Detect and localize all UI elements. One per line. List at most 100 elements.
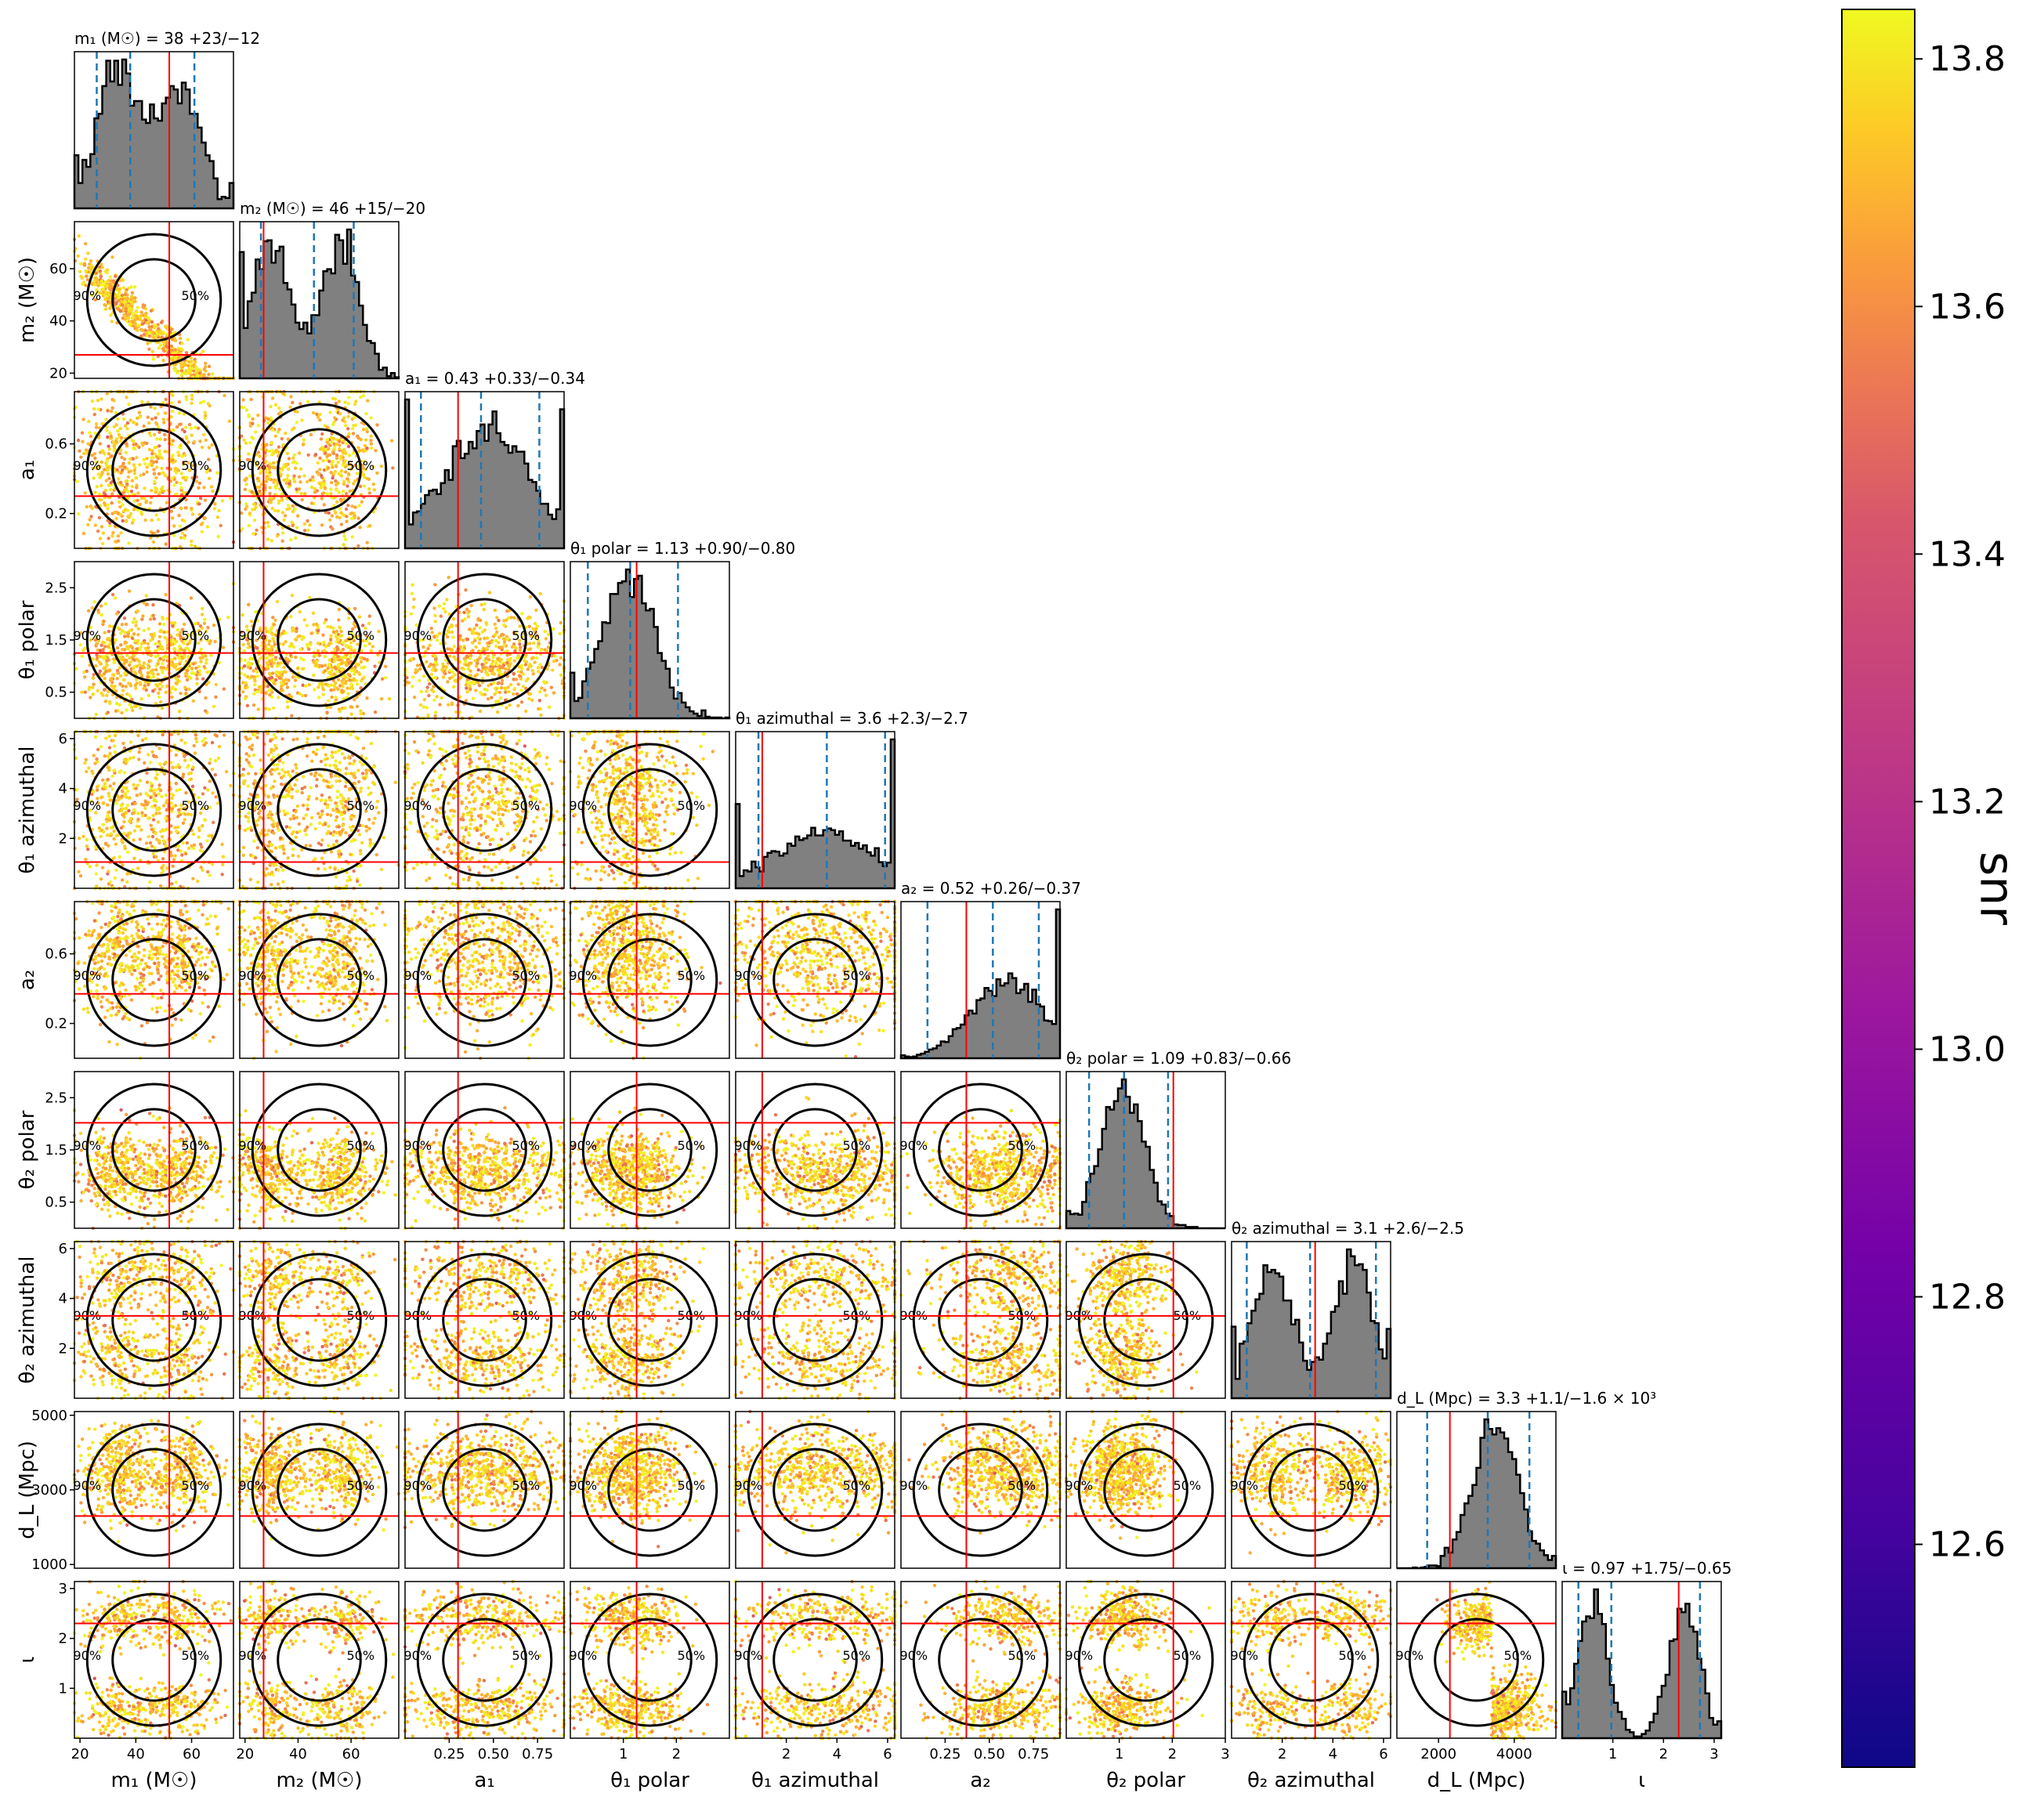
sample-point — [295, 461, 298, 465]
sample-point — [466, 615, 471, 619]
sample-point — [105, 833, 110, 837]
sample-point — [247, 602, 251, 607]
sample-point — [95, 863, 99, 867]
sample-point — [266, 421, 270, 425]
sample-point — [108, 668, 112, 672]
sample-point — [183, 454, 187, 457]
sample-point — [507, 689, 511, 694]
sample-point — [153, 452, 157, 456]
sample-point — [91, 685, 95, 689]
sample-point — [248, 474, 252, 478]
sample-point — [98, 269, 103, 273]
sample-point — [463, 660, 468, 663]
sample-point — [343, 420, 347, 424]
sample-point — [359, 660, 364, 663]
sample-point — [337, 399, 341, 403]
sample-point — [496, 710, 500, 714]
sample-point — [201, 868, 204, 873]
sample-point — [143, 806, 147, 811]
sample-point — [533, 660, 537, 664]
sample-point — [128, 418, 132, 422]
sample-point — [319, 437, 324, 441]
sample-point — [526, 615, 531, 619]
sample-point — [440, 667, 444, 671]
sample-point — [213, 502, 217, 506]
sample-point — [195, 677, 199, 681]
sample-point — [327, 699, 331, 703]
sample-point — [146, 675, 150, 679]
sample-point — [110, 454, 114, 458]
sample-point — [86, 442, 90, 446]
sample-point — [118, 500, 121, 504]
sample-point — [145, 780, 150, 784]
sample-point — [114, 842, 118, 846]
sample-point — [204, 414, 208, 418]
sample-point — [175, 667, 179, 671]
sample-point — [130, 479, 134, 483]
sample-point — [106, 777, 110, 782]
sample-point — [190, 433, 194, 437]
sample-point — [200, 613, 204, 616]
sample-point — [139, 310, 143, 314]
sample-point — [157, 659, 161, 663]
sample-point — [144, 841, 149, 845]
sample-point — [391, 466, 395, 470]
sample-point — [107, 537, 110, 540]
sample-point — [108, 275, 113, 279]
sample-point — [87, 766, 91, 770]
sample-point — [150, 827, 154, 832]
sample-point — [143, 684, 147, 688]
sample-point — [240, 434, 244, 438]
sample-point — [273, 434, 277, 438]
sample-point — [318, 664, 322, 668]
sample-point — [266, 667, 270, 671]
sample-point — [163, 635, 167, 640]
sample-point — [369, 649, 373, 653]
sample-point — [164, 761, 168, 765]
sample-point — [292, 685, 297, 689]
sample-point — [220, 499, 225, 503]
sample-point — [286, 705, 290, 709]
contour-label-90: 90% — [73, 458, 101, 473]
sample-point — [330, 695, 334, 700]
sample-point — [171, 638, 175, 642]
sample-point — [351, 432, 356, 436]
sample-point — [118, 513, 123, 517]
sample-point — [138, 317, 142, 322]
sample-point — [284, 462, 288, 467]
sample-point — [154, 422, 159, 426]
sample-point — [513, 649, 517, 653]
sample-point — [327, 642, 331, 645]
sample-point — [121, 303, 125, 307]
sample-point — [164, 593, 168, 597]
sample-point — [349, 682, 353, 686]
sample-point — [142, 472, 146, 476]
sample-point — [162, 622, 166, 627]
sample-point — [350, 427, 355, 431]
sample-point — [118, 703, 121, 707]
sample-point — [308, 478, 313, 482]
sample-point — [313, 453, 318, 457]
sample-point — [487, 658, 491, 662]
sample-point — [361, 624, 365, 627]
sample-point — [186, 846, 191, 851]
sample-point — [298, 480, 302, 484]
sample-point — [154, 832, 157, 836]
sample-point — [505, 661, 509, 665]
sample-point — [202, 373, 206, 377]
sample-point — [512, 686, 517, 691]
sample-point — [367, 487, 371, 491]
scatter-points-theta1p-vs-a1 — [403, 576, 566, 721]
sample-point — [341, 689, 345, 693]
sample-point — [171, 516, 175, 520]
sample-point — [559, 656, 563, 660]
sample-point — [170, 657, 174, 662]
sample-point — [327, 658, 331, 662]
sample-point — [145, 441, 149, 446]
sample-point — [244, 483, 248, 486]
sample-point — [158, 437, 162, 441]
sample-point — [164, 397, 168, 402]
sample-point — [99, 483, 103, 488]
sample-point — [264, 479, 269, 483]
sample-point — [207, 364, 212, 368]
